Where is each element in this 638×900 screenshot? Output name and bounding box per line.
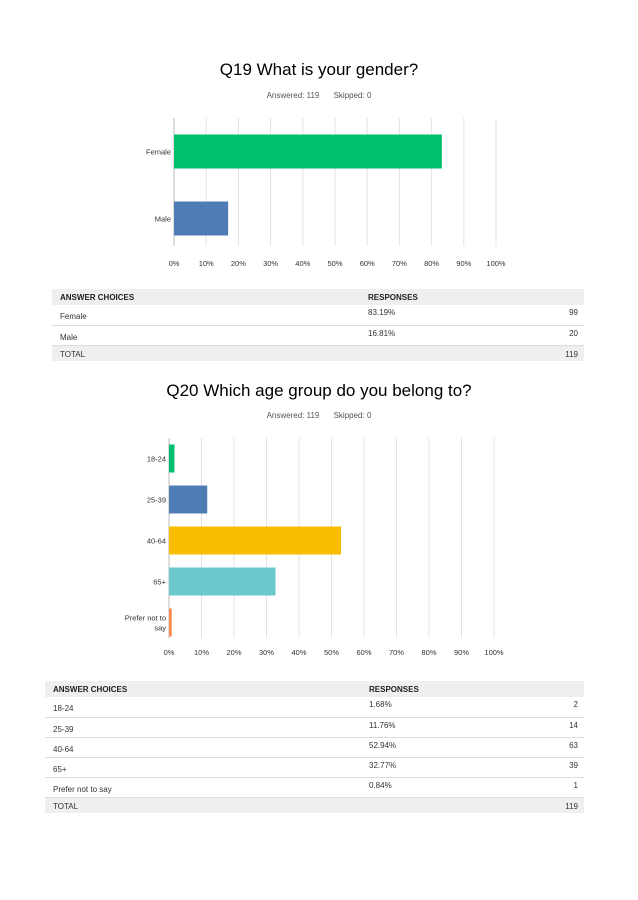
x-tick-label: 10%	[194, 648, 209, 657]
count-cell: 14	[487, 717, 584, 738]
x-tick-label: 20%	[226, 648, 241, 657]
total-label: TOTAL	[52, 345, 360, 361]
x-tick-label: 90%	[454, 648, 469, 657]
x-tick-label: 30%	[263, 259, 278, 268]
x-tick-label: 70%	[389, 648, 404, 657]
total-label: TOTAL	[45, 797, 361, 813]
category-label: Male	[155, 215, 171, 224]
percent-cell: 0.84%	[361, 777, 488, 798]
table-total-row: TOTAL 119	[45, 797, 584, 813]
count-cell: 2	[487, 697, 584, 718]
x-tick-label: 100%	[484, 648, 504, 657]
table-row: Male 16.81% 20	[52, 325, 584, 346]
x-tick-label: 30%	[259, 648, 274, 657]
x-tick-label: 90%	[456, 259, 471, 268]
x-tick-label: 10%	[199, 259, 214, 268]
q19-title: Q19 What is your gender?	[219, 60, 419, 79]
table-row: Prefer not to say 0.84% 1	[45, 777, 584, 798]
category-label: Female	[146, 148, 171, 157]
q19-answered: Answered: 119	[266, 91, 320, 100]
x-tick-label: 100%	[486, 259, 506, 268]
x-tick-label: 0%	[164, 648, 175, 657]
table-row: 65+ 32.77% 39	[45, 757, 584, 778]
category-label: 25-39	[147, 496, 166, 505]
category-label: say	[154, 624, 166, 633]
table-row: 25-39 11.76% 14	[45, 717, 584, 738]
x-tick-label: 60%	[360, 259, 375, 268]
q20-header-choices: ANSWER CHOICES	[45, 681, 361, 697]
category-label: 18-24	[147, 455, 166, 464]
bar	[169, 444, 175, 473]
x-tick-label: 50%	[324, 648, 339, 657]
table-total-row: TOTAL 119	[52, 345, 584, 361]
count-cell: 99	[487, 305, 584, 326]
count-cell: 39	[487, 757, 584, 778]
count-cell: 20	[487, 325, 584, 346]
q20-header-responses: RESPONSES	[361, 681, 584, 697]
q19-bar-chart: 0% 10% 20% 30% 40% 50% 60% 70% 80% 90% 100% Female M…	[146, 118, 506, 268]
percent-cell: 16.81%	[360, 325, 488, 346]
category-label: 40-64	[147, 537, 166, 546]
bar	[169, 567, 276, 596]
q20-bar-chart: 0% 10% 20% 30% 40% 50% 60% 70% 80% 90% 100% 18-24 25…	[125, 438, 504, 657]
q19-header-choices: ANSWER CHOICES	[52, 289, 360, 305]
choice-cell: 40-64	[45, 737, 361, 758]
percent-cell: 1.68%	[361, 697, 488, 718]
choice-cell: 65+	[45, 757, 361, 778]
x-tick-label: 40%	[295, 259, 310, 268]
x-tick-label: 50%	[327, 259, 342, 268]
total-count: 119	[487, 345, 584, 361]
choice-cell: 18-24	[45, 697, 361, 718]
percent-cell: 52.94%	[361, 737, 488, 758]
bar	[174, 134, 442, 169]
bar	[169, 526, 342, 555]
percent-cell: 11.76%	[361, 717, 488, 738]
x-tick-label: 80%	[421, 648, 436, 657]
category-label: 65+	[153, 578, 166, 587]
x-tick-label: 70%	[392, 259, 407, 268]
choice-cell: Female	[52, 305, 360, 326]
q20-skipped: Skipped: 0	[333, 411, 372, 420]
bar	[169, 608, 172, 637]
table-row: Female 83.19% 99	[52, 305, 584, 326]
choice-cell: 25-39	[45, 717, 361, 738]
q19-skipped: Skipped: 0	[333, 91, 372, 100]
x-tick-label: 0%	[169, 259, 180, 268]
count-cell: 1	[487, 777, 584, 798]
count-cell: 63	[487, 737, 584, 758]
bar	[174, 201, 229, 236]
table-row: 18-24 1.68% 2	[45, 697, 584, 718]
percent-cell: 83.19%	[360, 305, 488, 326]
percent-cell: 32.77%	[361, 757, 488, 778]
q20-meta: Answered: 119 Skipped: 0	[0, 411, 638, 420]
category-label: Prefer not to	[125, 614, 166, 623]
choice-cell: Male	[52, 325, 360, 346]
q19-meta: Answered: 119 Skipped: 0	[0, 91, 638, 100]
x-tick-label: 80%	[424, 259, 439, 268]
q20-response-table: ANSWER CHOICES RESPONSES 18-24 1.68% 2 2…	[45, 681, 584, 813]
q19-header-responses: RESPONSES	[360, 289, 584, 305]
choice-cell: Prefer not to say	[45, 777, 361, 798]
q19-response-table: ANSWER CHOICES RESPONSES Female 83.19% 9…	[52, 289, 584, 361]
q20-title: Q20 Which age group do you belong to?	[166, 381, 472, 400]
bar	[169, 485, 208, 514]
total-count: 119	[487, 797, 584, 813]
x-tick-label: 60%	[356, 648, 371, 657]
table-row: 40-64 52.94% 63	[45, 737, 584, 758]
q20-answered: Answered: 119	[266, 411, 320, 420]
x-tick-label: 20%	[231, 259, 246, 268]
x-tick-label: 40%	[291, 648, 306, 657]
